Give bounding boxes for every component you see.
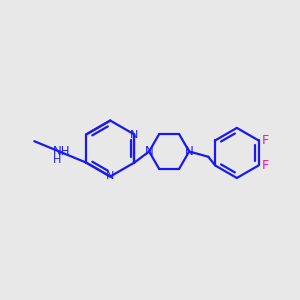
Text: N: N <box>185 145 194 158</box>
Text: F: F <box>262 159 268 172</box>
Text: N: N <box>106 172 114 182</box>
Text: N: N <box>130 130 139 140</box>
Text: N: N <box>145 145 154 158</box>
Text: NH: NH <box>53 146 70 158</box>
Text: H: H <box>53 155 61 165</box>
Text: F: F <box>262 134 268 147</box>
